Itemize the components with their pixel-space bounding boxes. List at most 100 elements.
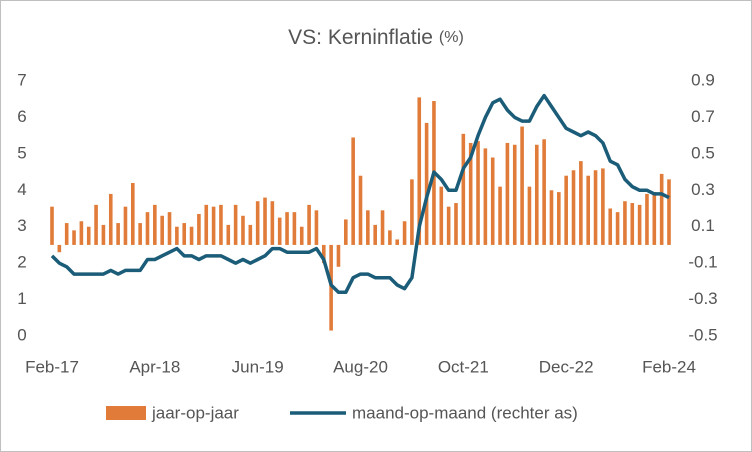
bar: [601, 168, 605, 245]
bar: [358, 175, 363, 245]
y-tick-label: 4: [17, 180, 26, 199]
y2-tick-label: 0.9: [691, 70, 715, 89]
bar: [101, 224, 106, 245]
bar: [248, 224, 253, 245]
bar: [94, 204, 98, 245]
y2-tick-label: -0.3: [688, 289, 717, 308]
bar: [79, 221, 84, 245]
bar: [608, 208, 613, 245]
y-tick-label: 2: [17, 253, 26, 272]
bar: [160, 215, 164, 245]
bar: [108, 193, 113, 245]
bar: [307, 204, 311, 245]
chart-title: VS: Kerninflatie (%): [288, 26, 464, 49]
bar: [586, 175, 591, 245]
bar: [145, 212, 150, 245]
bar: [380, 210, 385, 245]
bar: [50, 206, 54, 245]
bar: [505, 142, 510, 245]
bar: [446, 206, 451, 245]
bar: [520, 126, 524, 245]
bar: [219, 204, 223, 245]
bar: [366, 210, 370, 245]
legend-label: jaar-op-jaar: [151, 403, 239, 422]
bar: [270, 201, 275, 245]
bar: [388, 230, 392, 245]
bar: [57, 244, 62, 253]
y-tick-label: 6: [17, 107, 26, 126]
bar: [579, 161, 583, 245]
bar: [197, 213, 201, 245]
bar: [454, 203, 458, 245]
bar: [630, 203, 635, 245]
bar: [292, 212, 297, 245]
bar: [637, 204, 642, 245]
bar: [116, 223, 120, 245]
bar: [534, 144, 539, 245]
bar: [277, 217, 282, 245]
line: [50, 93, 670, 295]
bar: [204, 204, 209, 245]
bar: [153, 204, 157, 245]
bar: [373, 224, 377, 245]
bar: [299, 226, 304, 245]
x-tick-label: Dec-22: [539, 357, 594, 376]
title-unit: (%): [439, 29, 464, 46]
bar: [490, 157, 495, 245]
bar: [476, 141, 480, 245]
bar: [659, 173, 664, 245]
bar: [285, 212, 289, 245]
bar: [314, 210, 319, 245]
y-tick-label: 7: [17, 70, 26, 89]
y2-tick-label: 0.7: [691, 107, 715, 126]
legend-label: maand-op-maand (rechter as): [352, 403, 578, 422]
bar: [211, 206, 216, 245]
bar: [226, 224, 231, 245]
y2-tick-label: 0.3: [691, 180, 715, 199]
y-tick-label: 0: [17, 325, 26, 344]
y2-tick-label: 0.1: [691, 216, 715, 235]
bar: [233, 204, 238, 245]
x-tick-label: Feb-24: [642, 357, 696, 376]
bar: [329, 244, 333, 331]
bar: [263, 197, 267, 245]
bar: [321, 244, 326, 264]
bar: [72, 230, 76, 245]
bar: [615, 212, 620, 245]
title-text: VS: Kerninflatie: [288, 26, 433, 49]
x-tick-label: Oct-21: [438, 357, 489, 376]
x-tick-label: Aug-20: [333, 357, 388, 376]
bar: [417, 97, 422, 245]
bar: [336, 244, 341, 267]
bar: [182, 223, 187, 245]
bar: [64, 223, 69, 245]
bar: [468, 142, 473, 245]
y-tick-label: 1: [17, 289, 26, 308]
bar: [344, 219, 348, 245]
bar: [395, 239, 400, 245]
bar: [645, 193, 649, 245]
y2-tick-label: -0.5: [688, 325, 717, 344]
y2-tick-label: 0.5: [691, 143, 715, 162]
bar: [424, 122, 429, 245]
bar: [130, 183, 135, 245]
bar: [189, 226, 194, 245]
bar: [351, 137, 355, 245]
bar: [549, 190, 554, 245]
bar: [593, 170, 598, 245]
bar: [564, 175, 568, 245]
bar: [571, 170, 576, 245]
bar: [652, 192, 657, 245]
x-tick-label: Apr-18: [129, 357, 180, 376]
x-tick-label: Jun-19: [232, 357, 284, 376]
bar: [557, 192, 561, 245]
bar: [175, 226, 179, 245]
y-tick-label: 3: [17, 216, 26, 235]
y2-tick-label: -0.1: [688, 253, 717, 272]
bar: [123, 206, 128, 245]
bar: [498, 186, 502, 245]
bar: [255, 201, 260, 245]
legend-swatch: [106, 406, 146, 420]
bar: [623, 201, 627, 245]
